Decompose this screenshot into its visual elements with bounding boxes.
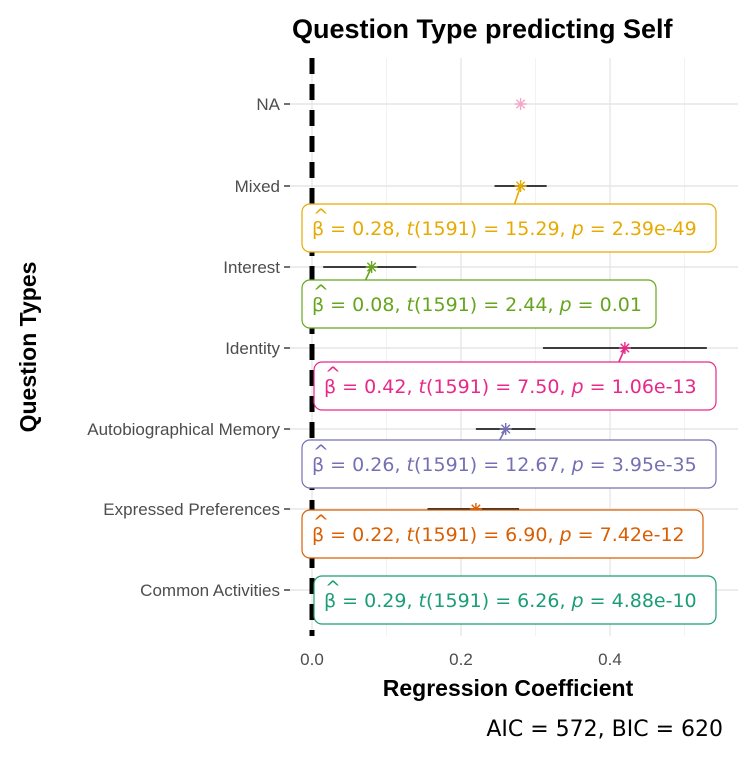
estimate-point-stroke xyxy=(515,99,526,109)
stat-label-box xyxy=(301,279,657,329)
stat-label: β = 0.28, t(1591) = 15.29, p = 2.39e-49^ xyxy=(301,203,717,253)
y-tick-label: Common Activities xyxy=(140,581,280,600)
stat-label-box xyxy=(313,361,717,411)
stat-label-part: = 0.42, xyxy=(336,376,418,398)
stat-label-box xyxy=(301,203,717,253)
chart-title: Question Type predicting Self xyxy=(292,14,674,44)
y-axis-title: Question Types xyxy=(15,262,41,433)
beta-symbol: β xyxy=(324,376,336,398)
stat-label-part: (1591) = 6.26, xyxy=(426,590,572,612)
stat-label-text: β = 0.28, t(1591) = 15.29, p = 2.39e-49 xyxy=(312,218,697,240)
stat-label-part: = 0.01 xyxy=(572,294,642,316)
beta-symbol: β xyxy=(312,524,324,546)
stat-label-part: (1591) = 15.29, xyxy=(414,218,572,240)
stat-label-part: = 2.39e-49 xyxy=(584,218,697,240)
x-tick-label: 0.0 xyxy=(300,650,324,669)
stat-label-part: = 3.95e-35 xyxy=(584,454,697,476)
stat-label-part: t xyxy=(419,590,428,612)
annotation-labels: β = 0.28, t(1591) = 15.29, p = 2.39e-49^… xyxy=(301,203,717,625)
beta-hat-mark: ^ xyxy=(313,205,329,227)
stat-label-part: t xyxy=(419,376,428,398)
stat-label-part: = 0.28, xyxy=(324,218,406,240)
beta-hat-mark: ^ xyxy=(313,511,329,533)
stat-label-part: t xyxy=(407,294,416,316)
stat-label-part: = 0.22, xyxy=(324,524,406,546)
stat-label-part: = 1.06e-13 xyxy=(584,376,697,398)
stat-label-part: = 0.26, xyxy=(324,454,406,476)
stat-label-text: β = 0.08, t(1591) = 2.44, p = 0.01 xyxy=(312,294,642,316)
stat-label-part: p xyxy=(571,218,584,240)
model-fit-footer: AIC = 572, BIC = 620 xyxy=(486,717,723,742)
stat-label: β = 0.42, t(1591) = 7.50, p = 1.06e-13^ xyxy=(313,361,717,411)
stat-label-text: β = 0.42, t(1591) = 7.50, p = 1.06e-13 xyxy=(324,376,697,398)
estimate-point xyxy=(514,98,527,110)
x-tick-label: 0.4 xyxy=(598,650,622,669)
stat-label: β = 0.26, t(1591) = 12.67, p = 3.95e-35^ xyxy=(301,439,717,489)
beta-hat-mark: ^ xyxy=(325,577,341,599)
stat-label-part: (1591) = 12.67, xyxy=(414,454,572,476)
y-tick-label: Autobiographical Memory xyxy=(87,420,280,439)
plot-marks xyxy=(323,98,707,596)
stat-label: β = 0.22, t(1591) = 6.90, p = 7.42e-12^ xyxy=(301,509,704,559)
stat-label-part: = 0.08, xyxy=(324,294,406,316)
beta-symbol: β xyxy=(312,454,324,476)
stat-label-part: p xyxy=(571,454,584,476)
stat-label-box xyxy=(301,509,704,559)
leader-line xyxy=(618,347,626,363)
stat-label-part: p xyxy=(559,294,572,316)
stat-label-part: (1591) = 6.90, xyxy=(414,524,560,546)
stat-label-part: p xyxy=(559,524,572,546)
stat-label-part: = 0.29, xyxy=(336,590,418,612)
beta-hat-mark: ^ xyxy=(313,441,329,463)
stat-label-text: β = 0.22, t(1591) = 6.90, p = 7.42e-12 xyxy=(312,524,685,546)
y-tick-label: NA xyxy=(256,95,280,114)
beta-hat-mark: ^ xyxy=(313,281,329,303)
beta-symbol: β xyxy=(324,590,336,612)
stat-label-box xyxy=(313,575,717,625)
stat-label-text: β = 0.29, t(1591) = 6.26, p = 4.88e-10 xyxy=(324,590,697,612)
y-tick-label: Identity xyxy=(225,339,280,358)
y-tick-label: Interest xyxy=(223,258,280,277)
stat-label-part: t xyxy=(407,218,416,240)
y-tick-label: Expressed Preferences xyxy=(103,500,280,519)
x-tick-label: 0.2 xyxy=(449,650,473,669)
y-tick-labels: NA Mixed Interest Identity Autobiographical … xyxy=(87,95,290,600)
stat-label-part: (1591) = 2.44, xyxy=(414,294,560,316)
beta-symbol: β xyxy=(312,294,324,316)
stat-label-part: t xyxy=(407,524,416,546)
stat-label-box xyxy=(301,439,717,489)
stat-label-part: p xyxy=(571,590,584,612)
y-tick-label: Mixed xyxy=(235,177,280,196)
beta-hat-mark: ^ xyxy=(325,363,341,385)
stat-label-part: = 4.88e-10 xyxy=(584,590,697,612)
leader-line xyxy=(364,266,373,281)
leader-line xyxy=(498,428,507,441)
beta-symbol: β xyxy=(312,218,324,240)
stat-label: β = 0.29, t(1591) = 6.26, p = 4.88e-10^ xyxy=(313,575,717,625)
x-tick-labels: 0.0 0.2 0.4 xyxy=(300,650,622,669)
leader-line xyxy=(513,185,522,205)
stat-label-part: p xyxy=(571,376,584,398)
stat-label-part: = 7.42e-12 xyxy=(572,524,685,546)
stat-label-part: t xyxy=(407,454,416,476)
stat-label-part: (1591) = 7.50, xyxy=(426,376,572,398)
stat-label-text: β = 0.26, t(1591) = 12.67, p = 3.95e-35 xyxy=(312,454,697,476)
x-axis-title: Regression Coefficient xyxy=(383,675,634,701)
stat-label: β = 0.08, t(1591) = 2.44, p = 0.01^ xyxy=(301,279,657,329)
